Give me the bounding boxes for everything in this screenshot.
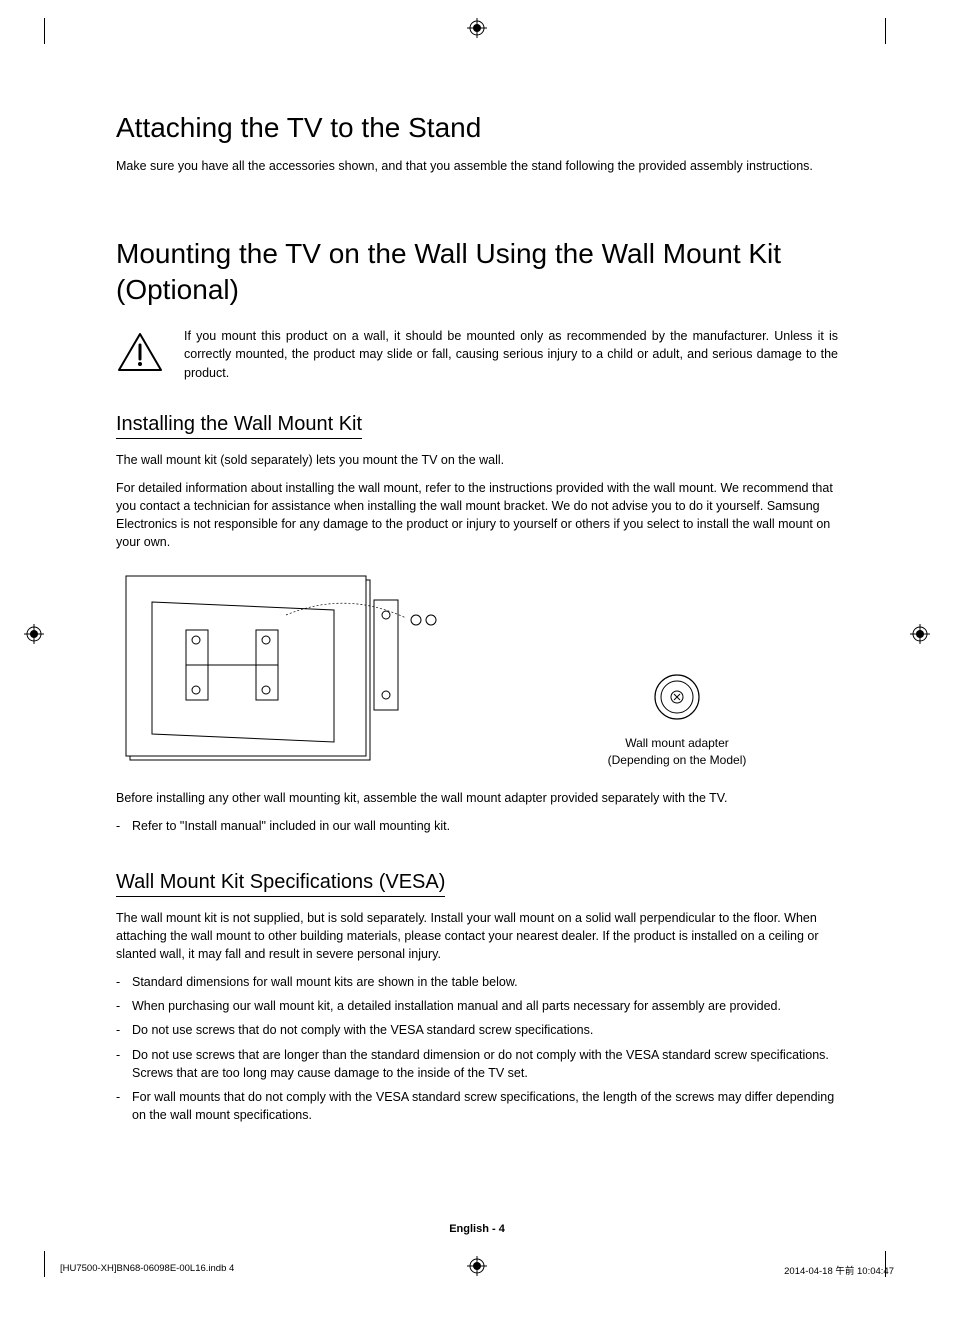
adapter-diagram-block: Wall mount adapter (Depending on the Mod…: [516, 672, 838, 775]
section1-title: Attaching the TV to the Stand: [116, 110, 838, 146]
registration-mark-icon: [467, 18, 487, 43]
list-item: Do not use screws that are longer than t…: [132, 1046, 838, 1082]
specs-bullet-list: Standard dimensions for wall mount kits …: [116, 973, 838, 1124]
registration-mark-icon: [24, 624, 44, 649]
warning-text: If you mount this product on a wall, it …: [184, 327, 838, 383]
page-content: Attaching the TV to the Stand Make sure …: [116, 110, 838, 1130]
section1-intro: Make sure you have all the accessories s…: [116, 158, 838, 176]
list-item: When purchasing our wall mount kit, a de…: [132, 997, 838, 1015]
list-item: Refer to "Install manual" included in ou…: [132, 817, 838, 835]
list-item: For wall mounts that do not comply with …: [132, 1088, 838, 1124]
list-item: Do not use screws that do not comply wit…: [132, 1021, 838, 1039]
print-footer: [HU7500-XH]BN68-06098E-00L16.indb 4 2014…: [60, 1263, 894, 1277]
installing-p3: Before installing any other wall mountin…: [116, 789, 838, 807]
installing-p1: The wall mount kit (sold separately) let…: [116, 451, 838, 469]
warning-icon: [116, 331, 164, 378]
tv-mount-diagram: [116, 570, 456, 775]
doc-timestamp: 2014-04-18 午前 10:04:47: [784, 1263, 894, 1277]
specs-heading: Wall Mount Kit Specifications (VESA): [116, 871, 445, 897]
adapter-caption: Wall mount adapter (Depending on the Mod…: [516, 735, 838, 769]
page-number: English - 4: [0, 1223, 954, 1235]
list-item: Standard dimensions for wall mount kits …: [132, 973, 838, 991]
adapter-icon: [652, 672, 702, 722]
section2-title: Mounting the TV on the Wall Using the Wa…: [116, 236, 838, 309]
diagram-row: Wall mount adapter (Depending on the Mod…: [116, 570, 838, 775]
installing-bullet-list: Refer to "Install manual" included in ou…: [116, 817, 838, 835]
warning-block: If you mount this product on a wall, it …: [116, 327, 838, 383]
installing-heading: Installing the Wall Mount Kit: [116, 413, 362, 439]
registration-mark-icon: [910, 624, 930, 649]
doc-filename: [HU7500-XH]BN68-06098E-00L16.indb 4: [60, 1263, 234, 1277]
installing-p2: For detailed information about installin…: [116, 479, 838, 552]
specs-p1: The wall mount kit is not supplied, but …: [116, 909, 838, 963]
